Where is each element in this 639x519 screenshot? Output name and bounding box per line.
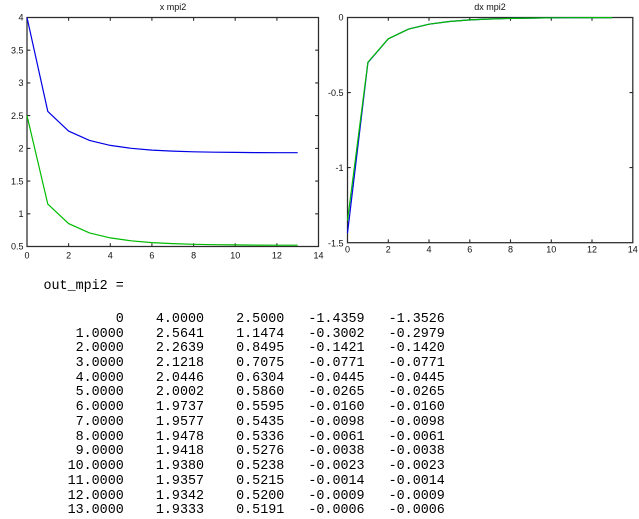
svg-text:0: 0	[338, 13, 343, 23]
svg-text:14: 14	[313, 250, 323, 260]
svg-text:-1: -1	[335, 163, 343, 173]
svg-text:10: 10	[546, 245, 556, 255]
svg-text:1: 1	[18, 209, 23, 219]
svg-text:12: 12	[272, 250, 282, 260]
svg-text:-1.5: -1.5	[328, 238, 344, 248]
svg-text:6: 6	[467, 245, 472, 255]
svg-text:3: 3	[18, 78, 23, 88]
svg-text:-0.5: -0.5	[328, 88, 344, 98]
svg-text:2: 2	[18, 144, 23, 154]
svg-text:3.5: 3.5	[11, 45, 24, 55]
svg-text:1.5: 1.5	[11, 176, 24, 186]
svg-text:0: 0	[24, 250, 29, 260]
svg-text:2: 2	[66, 250, 71, 260]
svg-text:12: 12	[587, 245, 597, 255]
svg-text:0: 0	[345, 245, 350, 255]
svg-text:8: 8	[508, 245, 513, 255]
svg-text:8: 8	[191, 250, 196, 260]
svg-text:dx mpi2: dx mpi2	[474, 2, 506, 12]
svg-text:10: 10	[230, 250, 240, 260]
svg-text:14: 14	[628, 245, 638, 255]
svg-text:x mpi2: x mpi2	[160, 2, 187, 12]
svg-text:2.5: 2.5	[11, 111, 24, 121]
svg-text:2: 2	[386, 245, 391, 255]
svg-text:0.5: 0.5	[11, 242, 24, 252]
svg-text:6: 6	[149, 250, 154, 260]
svg-text:4: 4	[18, 13, 23, 23]
svg-text:4: 4	[426, 245, 431, 255]
svg-text:4: 4	[108, 250, 113, 260]
